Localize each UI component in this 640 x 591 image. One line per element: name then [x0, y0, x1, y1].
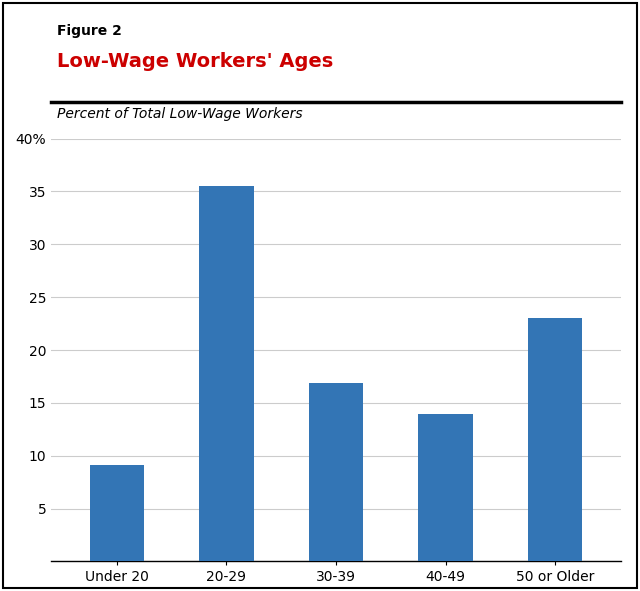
Bar [90, 465, 144, 561]
Text: Low-Wage Workers' Ages: Low-Wage Workers' Ages [57, 51, 333, 70]
Text: Percent of Total Low-Wage Workers: Percent of Total Low-Wage Workers [57, 107, 303, 121]
Bar [199, 186, 254, 561]
Bar [528, 319, 582, 561]
Text: Figure 2: Figure 2 [57, 24, 122, 38]
Bar [418, 414, 473, 561]
Bar [308, 383, 364, 561]
